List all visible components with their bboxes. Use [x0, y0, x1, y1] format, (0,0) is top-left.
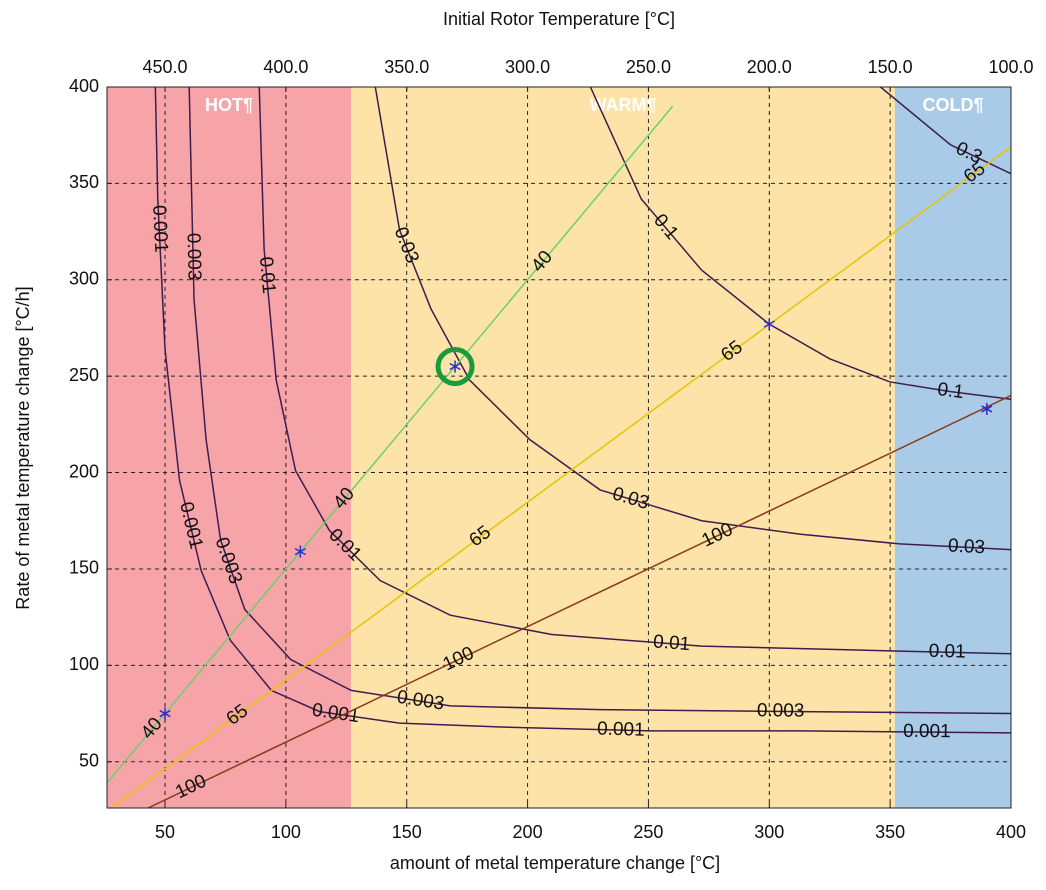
contour-label: 0.01: [652, 631, 690, 655]
region-label: WARM¶: [590, 95, 657, 115]
highlight-circle: [435, 347, 475, 387]
region-label: COLD¶: [922, 95, 983, 115]
y-axis-title: Rate of metal temperature change [°C/h]: [13, 286, 33, 609]
marker-stroke: [763, 320, 775, 328]
y-tick-label: 200: [69, 461, 99, 481]
contour-line: [147, 394, 1011, 808]
x2-tick-label: 450.0: [142, 57, 187, 77]
x-tick-label: 200: [513, 822, 543, 842]
x-tick-label: 150: [392, 822, 422, 842]
x2-tick-label: 300.0: [505, 57, 550, 77]
marker-stroke: [981, 405, 993, 413]
y-tick-label: 300: [69, 269, 99, 289]
x-tick-label: 100: [271, 822, 301, 842]
x2-tick-label: 250.0: [626, 57, 671, 77]
contour-label: 0.003: [757, 700, 805, 721]
marker: [294, 545, 306, 558]
marker: [981, 402, 993, 415]
contour-label: 0.01: [255, 256, 279, 295]
region-label: HOT¶: [205, 95, 253, 115]
contour-line: [879, 87, 1011, 175]
x-tick-label: 50: [155, 822, 175, 842]
contour-line: [589, 87, 1011, 401]
y-tick-label: 150: [69, 558, 99, 578]
contour-line: [111, 146, 1011, 808]
x2-tick-label: 150.0: [868, 57, 913, 77]
contour-label: 0.03: [948, 535, 986, 558]
contour-label: 0.003: [182, 233, 204, 281]
marker-stroke: [159, 709, 171, 718]
y-tick-label: 400: [69, 76, 99, 96]
y-tick-label: 100: [69, 654, 99, 674]
x2-tick-label: 350.0: [384, 57, 429, 77]
marker-stroke: [294, 547, 306, 556]
contour-label: 0.01: [928, 641, 965, 663]
x2-tick-label: 400.0: [263, 57, 308, 77]
marker: [159, 707, 171, 720]
region: [107, 87, 352, 808]
x2-tick-label: 200.0: [747, 57, 792, 77]
y-tick-label: 350: [69, 172, 99, 192]
contour-label: 0.001: [903, 721, 951, 742]
region: [351, 87, 895, 808]
contour-label: 0.001: [148, 205, 171, 254]
contour-line: [374, 87, 1011, 551]
contour-label: 0.001: [597, 719, 645, 741]
top-axis-title: Initial Rotor Temperature [°C]: [443, 9, 675, 29]
x-axis-title: amount of metal temperature change [°C]: [390, 853, 720, 873]
x-tick-label: 400: [996, 822, 1026, 842]
x2-tick-label: 100.0: [988, 57, 1033, 77]
contour-line: [258, 87, 1011, 655]
y-tick-label: 250: [69, 365, 99, 385]
x-tick-label: 250: [633, 822, 663, 842]
contour-line: [188, 87, 1011, 715]
y-tick-label: 50: [79, 750, 99, 770]
region: [894, 87, 1011, 808]
marker: [449, 360, 461, 373]
x-tick-label: 300: [754, 822, 784, 842]
x-tick-label: 350: [875, 822, 905, 842]
marker-stroke: [449, 362, 461, 371]
marker: [763, 318, 775, 331]
contour-label: 0.1: [936, 379, 965, 403]
contour-line: [107, 105, 674, 784]
plot-border: [106, 86, 1012, 809]
